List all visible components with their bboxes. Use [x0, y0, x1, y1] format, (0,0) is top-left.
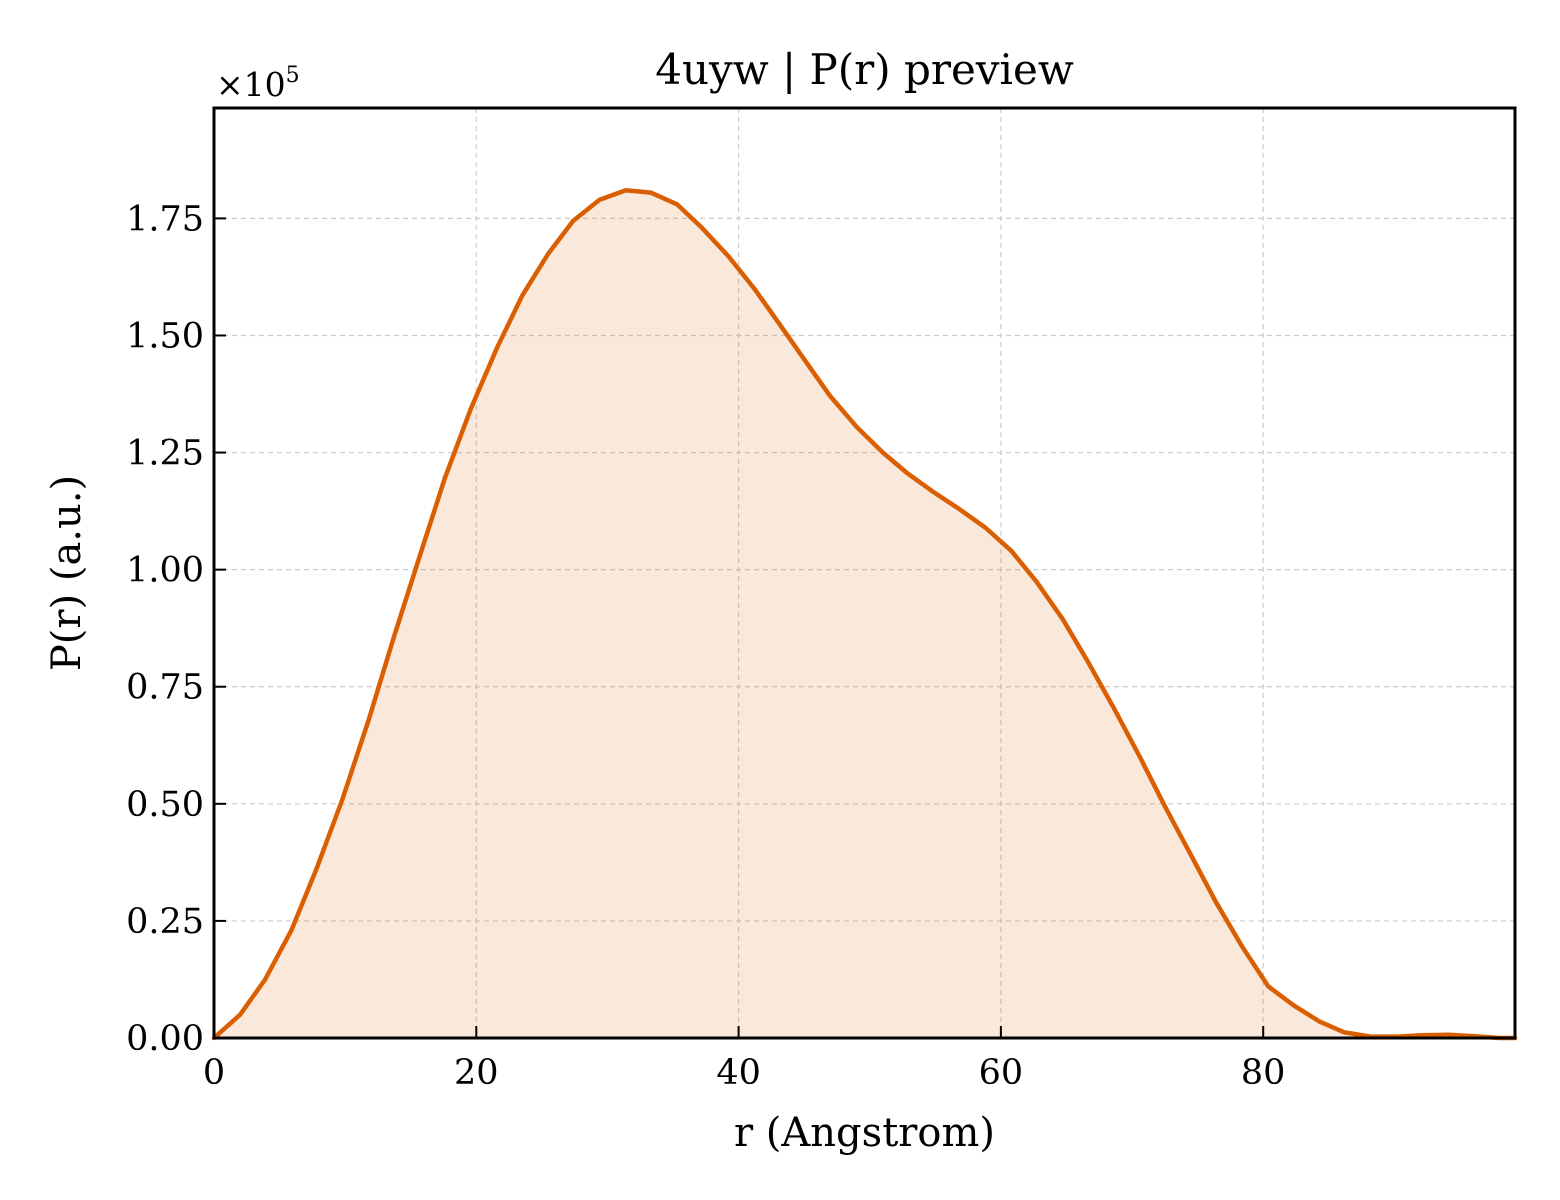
x-tick-label: 60: [979, 1053, 1024, 1093]
y-offset-label: ×105: [216, 63, 300, 104]
y-tick-label: 1.25: [126, 434, 204, 474]
y-tick-label: 1.00: [126, 551, 204, 591]
y-offset-exponent: 5: [286, 63, 300, 88]
y-tick-label: 0.75: [126, 668, 204, 708]
grid: [213, 108, 1515, 1039]
plot-frame: [212, 106, 1517, 1040]
y-tick-label: 0.25: [126, 902, 204, 942]
x-tick-label: 40: [716, 1053, 761, 1093]
y-tick-label: 1.50: [126, 316, 204, 356]
y-offset-base: ×10: [216, 65, 286, 104]
x-tick-label: 0: [203, 1053, 225, 1093]
y-axis-label: P(r) (a.u.): [44, 475, 90, 671]
pr-series-line: [211, 188, 1518, 1041]
y-tick-label: 0.00: [126, 1019, 204, 1059]
y-tick-label: 0.50: [126, 785, 204, 825]
axis-ticks: 0 20 40 60 80 0.00 0.25 0.50 0.75 1.00 1.25 1.50 1.7…: [126, 199, 1285, 1093]
x-tick-label: 20: [454, 1053, 499, 1093]
x-tick-label: 80: [1241, 1053, 1286, 1093]
chart-title: 4uyw | P(r) preview: [655, 45, 1074, 94]
pr-area-fill: [214, 190, 1515, 1039]
y-tick-label: 1.75: [126, 199, 204, 239]
x-axis-label: r (Angstrom): [734, 1110, 995, 1156]
